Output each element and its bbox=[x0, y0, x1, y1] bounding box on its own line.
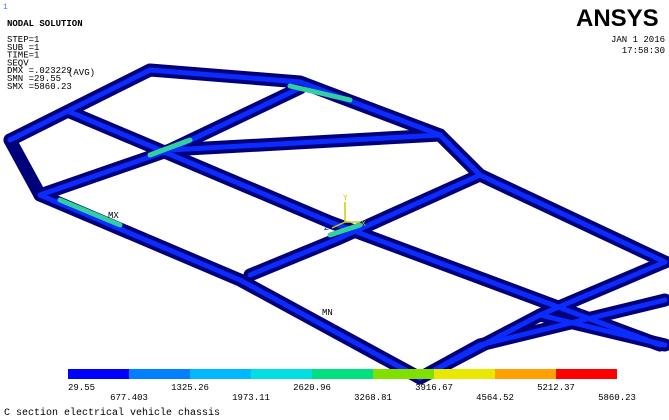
window-number: 1 bbox=[3, 3, 8, 12]
header-title: NODAL SOLUTION bbox=[7, 19, 83, 29]
footer-title: C section electrical vehicle chassis bbox=[4, 407, 220, 419]
legend-label: 677.403 bbox=[110, 393, 148, 403]
legend-swatch bbox=[495, 369, 556, 379]
ansys-window: Y X Z MX MN 1 NODAL SOLUTION STEP=1SUB =… bbox=[0, 0, 669, 420]
legend-label: 1973.11 bbox=[232, 393, 270, 403]
legend-swatch bbox=[251, 369, 312, 379]
legend-swatch bbox=[312, 369, 373, 379]
legend-label: 3916.67 bbox=[415, 383, 453, 393]
header-line: SMX =5860.23 bbox=[7, 82, 72, 92]
legend-swatch bbox=[190, 369, 251, 379]
avg-label: (AVG) bbox=[68, 68, 95, 78]
legend-label: 4564.52 bbox=[476, 393, 514, 403]
legend-swatch bbox=[68, 369, 129, 379]
legend-label: 1325.26 bbox=[171, 383, 209, 393]
legend-label: 5212.37 bbox=[537, 383, 575, 393]
axis-x: X bbox=[361, 220, 366, 229]
date: JAN 1 2016 bbox=[611, 35, 665, 45]
legend-label: 3268.81 bbox=[354, 393, 392, 403]
axis-z: Z bbox=[324, 224, 329, 233]
min-marker: MN bbox=[322, 308, 333, 318]
time: 17:58:30 bbox=[622, 46, 665, 56]
legend-label: 2620.96 bbox=[293, 383, 331, 393]
legend-swatch bbox=[129, 369, 190, 379]
ansys-logo: ANSYS bbox=[576, 5, 659, 32]
max-marker: MX bbox=[108, 211, 119, 221]
legend-swatch bbox=[373, 369, 434, 379]
axis-y: Y bbox=[343, 194, 348, 203]
legend-label: 5860.23 bbox=[598, 393, 636, 403]
legend-swatch bbox=[434, 369, 495, 379]
legend-label: 29.55 bbox=[68, 383, 95, 393]
legend-swatch bbox=[556, 369, 617, 379]
